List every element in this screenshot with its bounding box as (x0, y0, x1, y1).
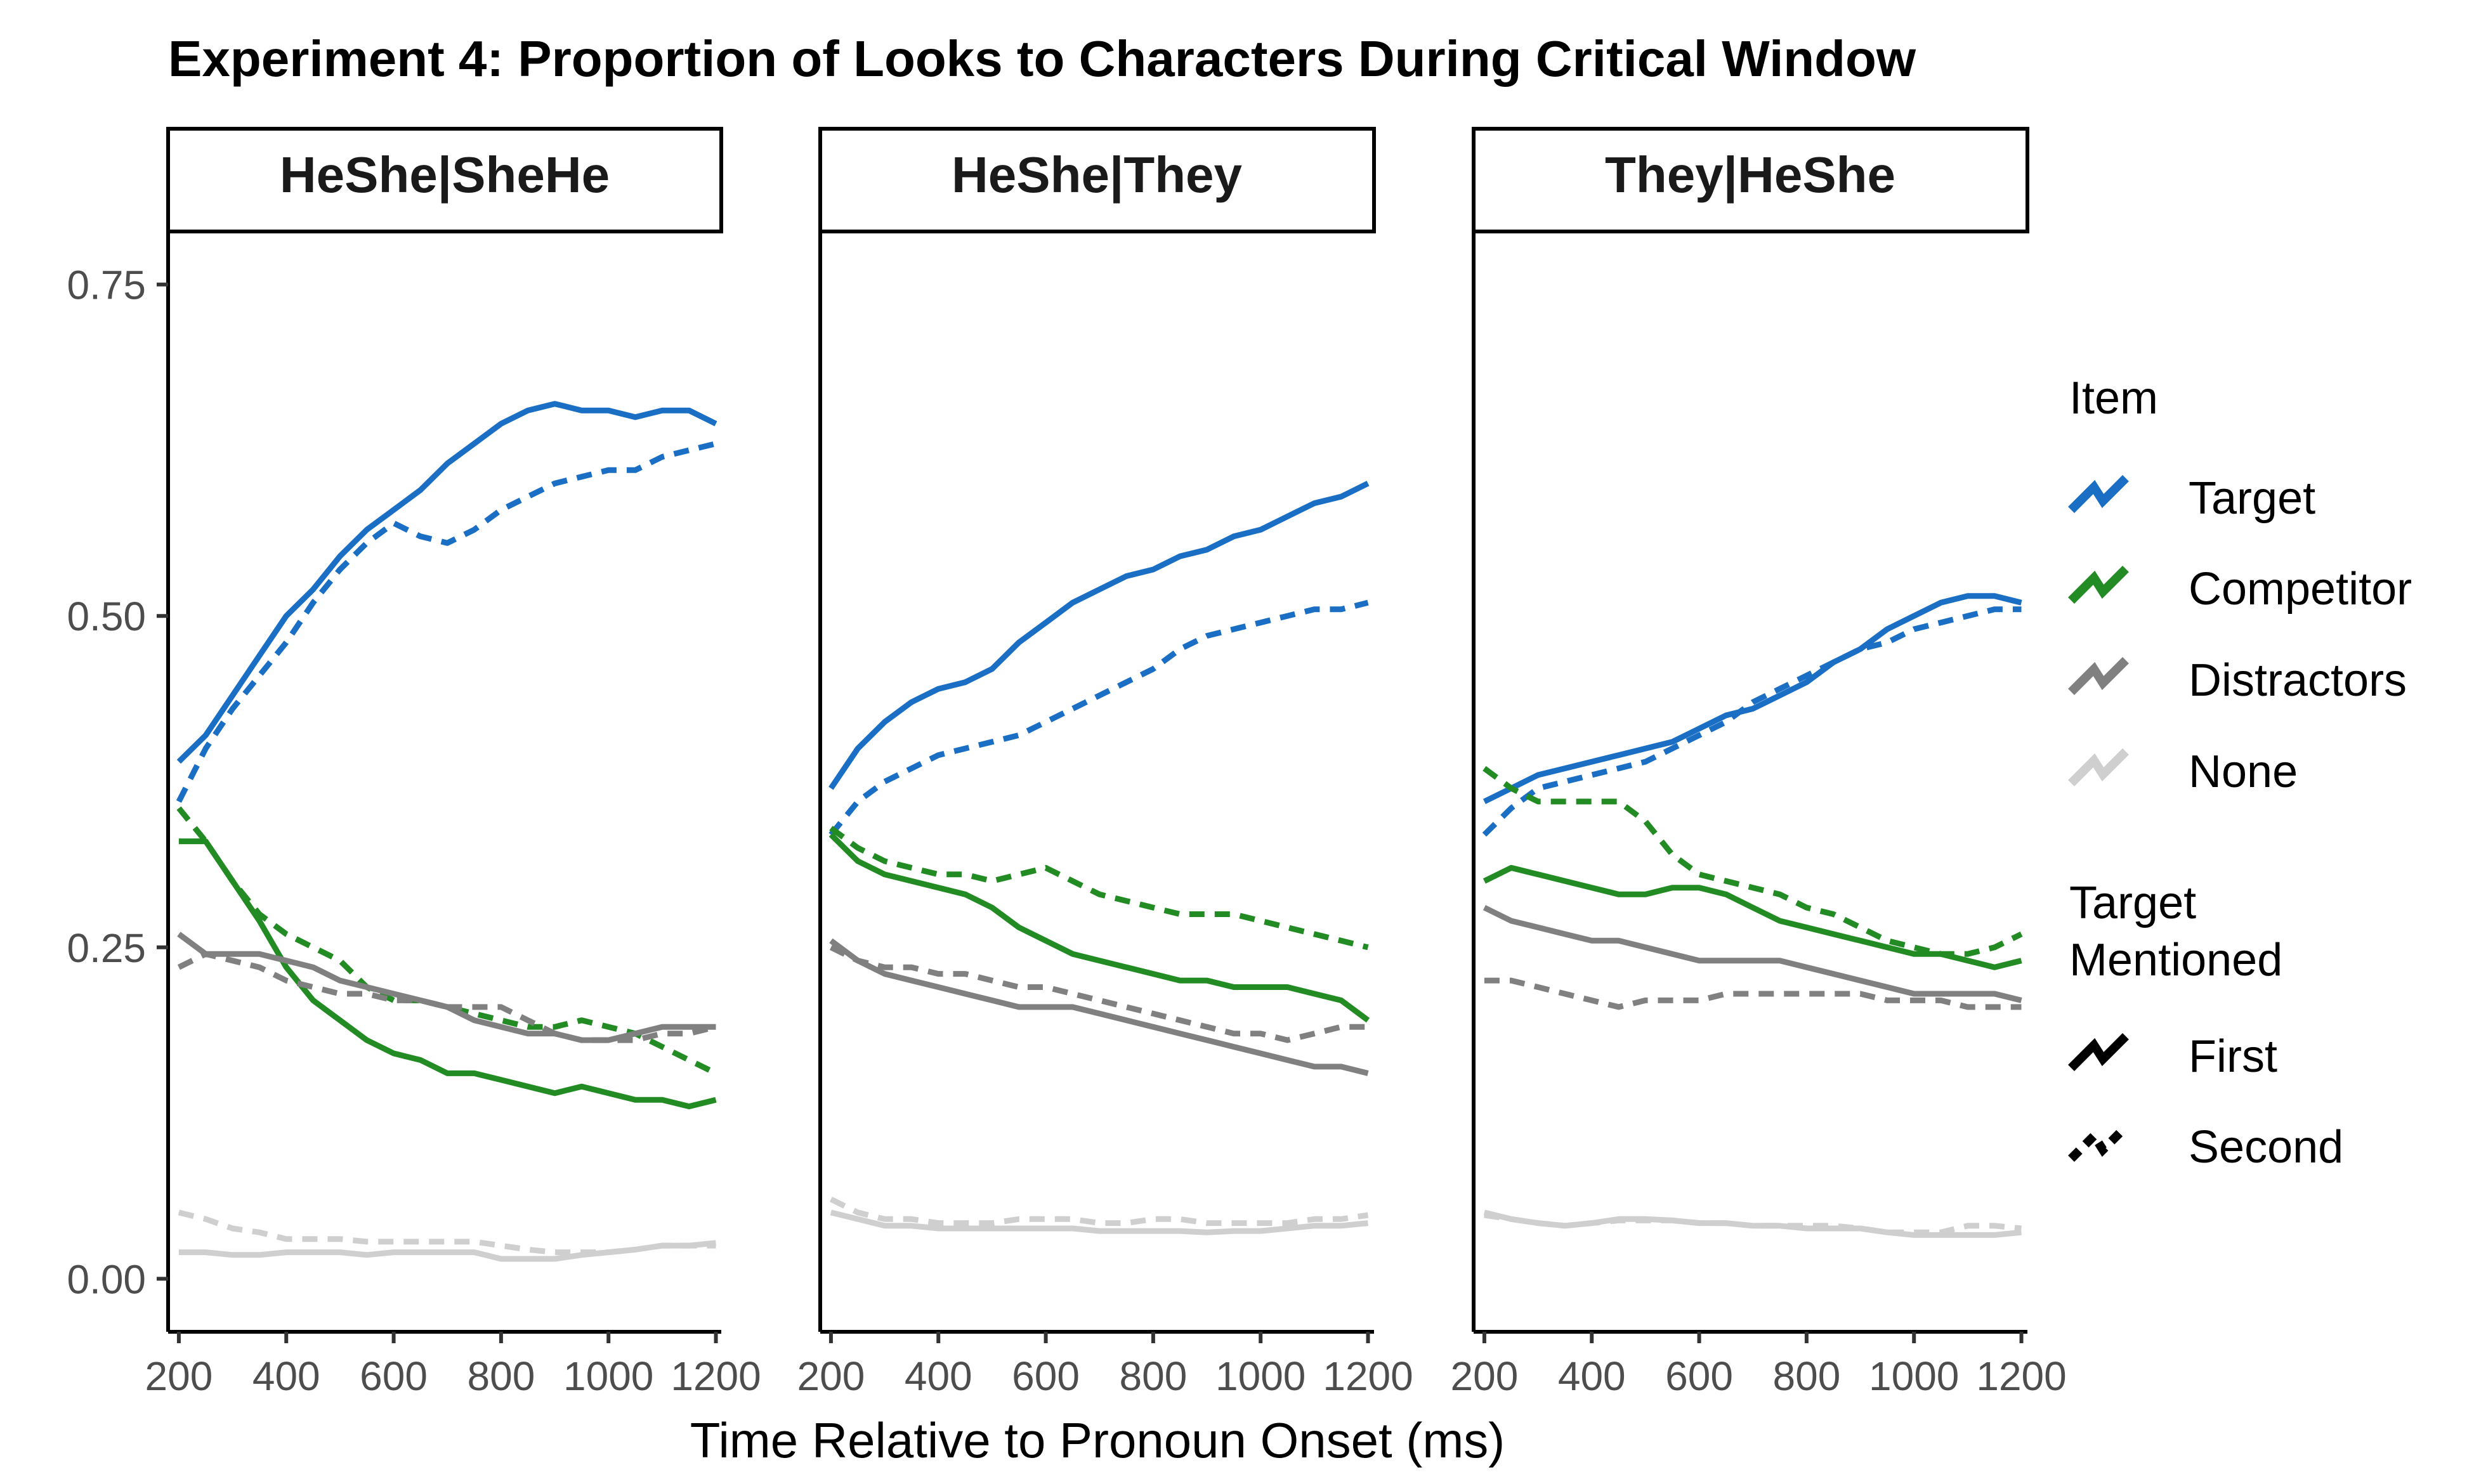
legend-label-competitor: Competitor (2189, 564, 2412, 615)
panel-1-plot (176, 401, 717, 1262)
series-line-distractors-first (177, 932, 716, 1043)
x-tick-label: 1200 (671, 1353, 761, 1399)
legend-key-first (2068, 1033, 2129, 1071)
panel-3-strip (1472, 127, 2029, 233)
x-tick-label: 600 (360, 1353, 428, 1399)
legend-key-second (2068, 1124, 2129, 1162)
series-line-distractors-second (829, 944, 1368, 1043)
panel-2-strip-label: HeShe|They (952, 146, 1243, 204)
x-axis-title: Time Relative to Pronoun Onset (ms) (690, 1412, 1505, 1468)
series-line-target-first (176, 401, 717, 764)
x-tick-label: 1000 (563, 1353, 653, 1399)
legend-item-entries: Target Competitor Distractors None (2068, 473, 2412, 797)
y-tick-label: 0.50 (67, 594, 146, 639)
x-tick-label: 200 (145, 1353, 213, 1399)
y-axis-ticks: 0.00 0.25 0.50 0.75 (67, 263, 168, 1302)
series-line-distractors-first (1482, 905, 2022, 1003)
x-tick-label: 600 (1665, 1353, 1733, 1399)
legend-key-competitor (2068, 566, 2129, 604)
y-tick-label: 0.75 (67, 263, 146, 308)
series-line-competitor-second (1482, 765, 2023, 957)
panel-3-plot (1482, 593, 2023, 1238)
legend-label-none: None (2189, 746, 2298, 797)
series-line-distractors-first (829, 938, 1369, 1076)
x-tick-label: 400 (252, 1353, 320, 1399)
series-line-competitor-first (828, 832, 1370, 1023)
series-line-target-second (176, 441, 717, 803)
series-line-none-second (829, 1196, 1369, 1227)
panel-1-x-ticks: 200 400 600 800 1000 1200 (145, 1332, 761, 1399)
legend-item-title: Item (2069, 373, 2158, 424)
panel-2-strip (818, 127, 1376, 233)
legend-label-distractors: Distractors (2189, 655, 2407, 706)
legend-mention-entries: First Second (2068, 1031, 2343, 1173)
panel-1-strip-label: HeShe|SheHe (280, 146, 610, 204)
x-tick-label: 1200 (1976, 1353, 2066, 1399)
series-line-none-first (178, 1240, 716, 1262)
legend-mention-title-line1: Target (2069, 878, 2196, 928)
legend-label-first: First (2189, 1031, 2277, 1082)
x-tick-label: 800 (1120, 1353, 1188, 1399)
x-tick-label: 200 (1451, 1353, 1519, 1399)
series-line-target-second (828, 599, 1369, 836)
series-line-target-second (1482, 606, 2022, 837)
panel-2-x-ticks: 200 400 600 800 1000 1200 (797, 1332, 1413, 1399)
x-tick-label: 600 (1012, 1353, 1080, 1399)
x-tick-label: 400 (905, 1353, 972, 1399)
x-tick-label: 200 (797, 1353, 865, 1399)
legend-label-second: Second (2189, 1122, 2343, 1173)
panel-1: HeShe|SheHe 200 400 600 800 1000 1200 (145, 127, 761, 1399)
panel-3: They|HeShe 200 400 600 800 1000 1200 (1451, 127, 2067, 1399)
x-tick-label: 1200 (1323, 1353, 1413, 1399)
series-line-none-second (178, 1209, 716, 1256)
panel-1-strip (166, 127, 723, 233)
panel-2: HeShe|They 200 400 600 800 1000 1200 (797, 127, 1413, 1399)
x-tick-label: 1000 (1869, 1353, 1959, 1399)
legend-mention-title-line2: Mentioned (2069, 935, 2282, 986)
chart-title: Experiment 4: Proportion of Looks to Cha… (168, 30, 1916, 87)
legend-key-none (2068, 748, 2129, 786)
series-line-competitor-first (1482, 864, 2022, 970)
legend: Item Target Competitor Distractors None Tar… (2068, 373, 2412, 1173)
panel-2-plot (828, 481, 1370, 1235)
x-tick-label: 800 (1773, 1353, 1841, 1399)
series-line-none-second (1484, 1212, 2022, 1235)
legend-key-distractors (2068, 657, 2129, 695)
legend-key-target (2068, 475, 2129, 513)
series-line-target-first (1482, 593, 2022, 804)
legend-label-target: Target (2189, 473, 2315, 524)
x-tick-label: 800 (468, 1353, 535, 1399)
panel-3-strip-label: They|HeShe (1605, 146, 1895, 204)
panel-3-x-ticks: 200 400 600 800 1000 1200 (1451, 1332, 2067, 1399)
series-line-competitor-first (178, 838, 717, 1110)
y-tick-label: 0.25 (67, 925, 146, 971)
y-tick-label: 0.00 (67, 1256, 146, 1302)
x-tick-label: 400 (1558, 1353, 1626, 1399)
series-line-competitor-second (829, 826, 1369, 951)
x-tick-label: 1000 (1215, 1353, 1306, 1399)
series-line-target-first (828, 481, 1370, 790)
series-line-none-first (830, 1209, 1368, 1235)
series-line-distractors-second (177, 951, 717, 1043)
